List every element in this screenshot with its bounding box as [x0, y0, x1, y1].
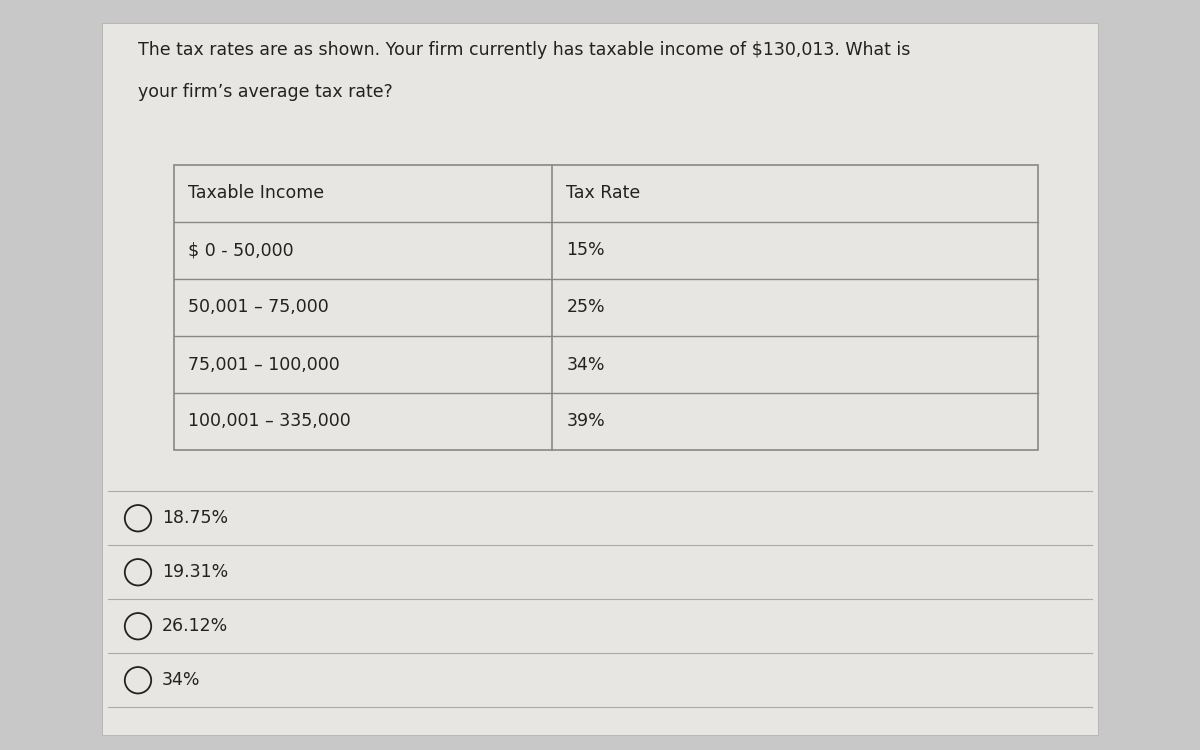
FancyBboxPatch shape [102, 22, 1098, 735]
Text: 34%: 34% [566, 356, 605, 374]
Text: 19.31%: 19.31% [162, 563, 228, 581]
Bar [174, 165, 1038, 450]
Text: 75,001 – 100,000: 75,001 – 100,000 [188, 356, 340, 374]
Text: 15%: 15% [566, 242, 605, 260]
Text: Taxable Income: Taxable Income [188, 184, 324, 202]
Text: 50,001 – 75,000: 50,001 – 75,000 [188, 298, 329, 316]
Text: 34%: 34% [162, 671, 200, 689]
Text: 100,001 – 335,000: 100,001 – 335,000 [188, 413, 352, 430]
Text: your firm’s average tax rate?: your firm’s average tax rate? [138, 82, 392, 100]
Text: The tax rates are as shown. Your firm currently has taxable income of $130,013. : The tax rates are as shown. Your firm cu… [138, 41, 911, 59]
Text: Tax Rate: Tax Rate [566, 184, 641, 202]
Text: $ 0 - 50,000: $ 0 - 50,000 [188, 242, 294, 260]
Text: 25%: 25% [566, 298, 605, 316]
Text: 39%: 39% [566, 413, 605, 430]
Text: 26.12%: 26.12% [162, 617, 228, 635]
Text: 18.75%: 18.75% [162, 509, 228, 527]
